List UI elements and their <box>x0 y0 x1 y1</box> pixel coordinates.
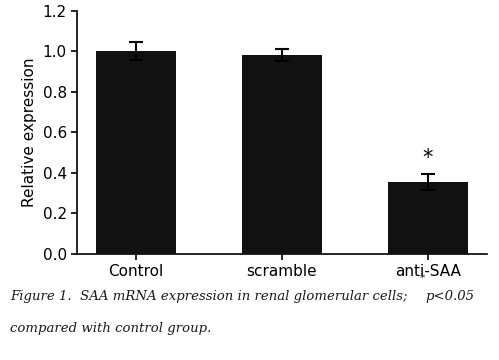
Text: *: * <box>420 274 426 283</box>
Bar <box>242 55 322 254</box>
Text: Figure 1.  SAA mRNA expression in renal glomerular cells;: Figure 1. SAA mRNA expression in renal g… <box>10 290 416 303</box>
Text: p<0.05: p<0.05 <box>425 290 474 303</box>
Text: *: * <box>423 148 433 168</box>
Y-axis label: Relative expression: Relative expression <box>22 58 37 207</box>
Text: compared with control group.: compared with control group. <box>10 322 212 335</box>
Bar <box>96 51 176 254</box>
Bar <box>388 182 468 254</box>
